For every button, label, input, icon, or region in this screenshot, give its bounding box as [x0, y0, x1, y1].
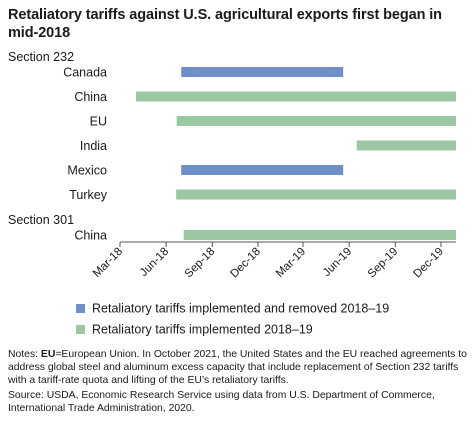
x-tick-label: Mar-18	[91, 246, 125, 280]
row-label: India	[80, 139, 107, 153]
x-tick-label: Sep-18	[183, 246, 218, 281]
row-label: Canada	[63, 66, 107, 80]
bars	[136, 67, 457, 240]
row-label: Mexico	[67, 164, 107, 178]
bar-implemented	[183, 230, 456, 240]
group-label: Section 301	[8, 213, 74, 227]
bar-implemented	[136, 91, 456, 102]
chart-title: Retaliatory tariffs against U.S. agricul…	[8, 7, 442, 41]
bar-implemented	[356, 140, 456, 151]
notes: Notes: EU=European Union. In October 202…	[8, 348, 470, 387]
notes-abbr: EU	[40, 349, 56, 360]
gantt-chart: Section 232 Section 301 Canada China EU Indi…	[8, 50, 457, 337]
notes-text: =European Union. In October 2021, the Un…	[8, 349, 467, 386]
x-tick-label: Dec-18	[228, 246, 263, 281]
row-label: China	[74, 90, 107, 104]
row-label: China	[74, 229, 107, 243]
row-label: EU	[90, 115, 107, 129]
notes-prefix: Notes:	[8, 349, 41, 360]
bar-implemented	[176, 116, 457, 126]
row-label: Turkey	[69, 188, 107, 202]
bar-implemented	[176, 189, 456, 200]
group-labels: Section 232 Section 301	[8, 50, 74, 227]
legend: Retaliatory tariffs implemented and remo…	[76, 302, 389, 337]
bar-removed	[181, 165, 344, 175]
x-axis: Mar-18 Jun-18 Sep-18 Dec-18 Mar-19 Jun-19 Sep-…	[91, 241, 456, 281]
x-tick-label: Dec-19	[411, 246, 446, 281]
legend-swatch-implemented	[76, 325, 85, 334]
group-label: Section 232	[8, 50, 74, 64]
x-tick-label: Jun-19	[321, 246, 354, 279]
row-labels: Canada China EU India Mexico Turkey China	[63, 66, 108, 243]
legend-swatch-removed	[76, 304, 85, 313]
bar-removed	[181, 67, 344, 77]
x-tick-label: Jun-18	[138, 246, 171, 279]
x-tick-label: Mar-19	[274, 246, 308, 280]
legend-label-implemented: Retaliatory tariffs implemented 2018–19	[92, 323, 313, 337]
legend-label-removed: Retaliatory tariffs implemented and remo…	[92, 302, 389, 316]
x-tick-label: Sep-19	[366, 246, 401, 281]
source: Source: USDA, Economic Research Service …	[8, 390, 435, 414]
